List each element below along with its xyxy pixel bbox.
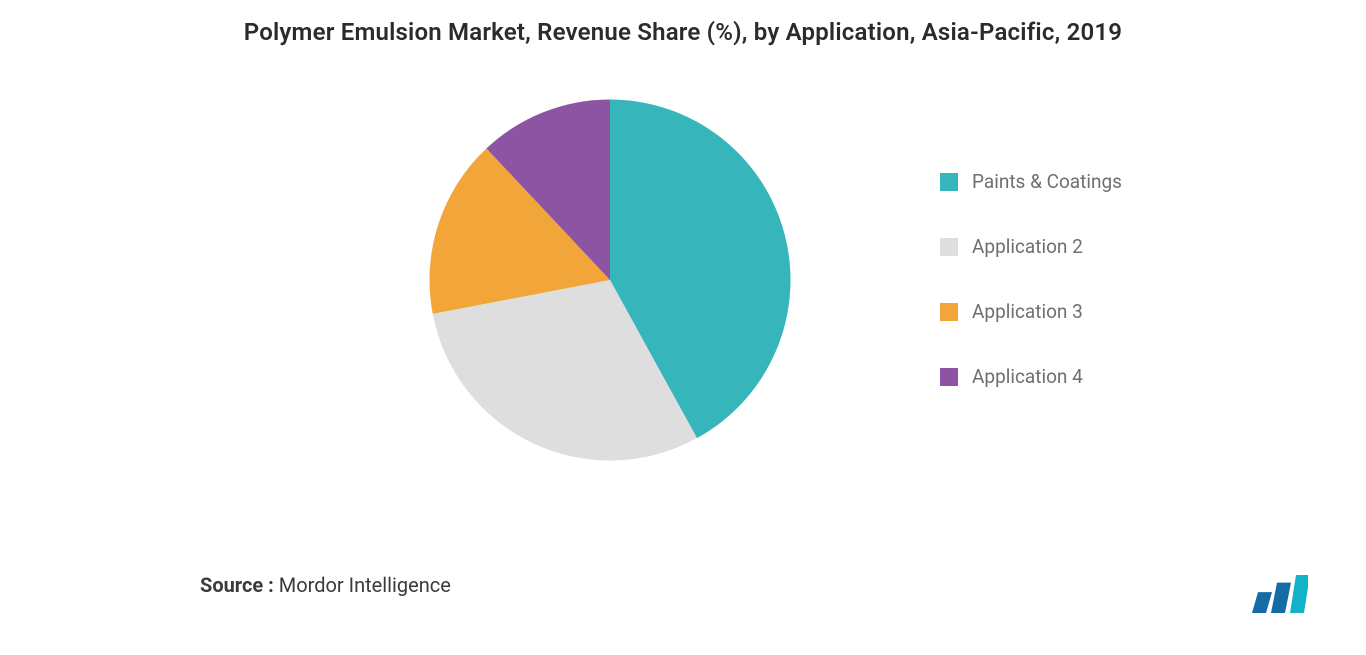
legend-item: Paints & Coatings bbox=[940, 170, 1122, 193]
source-value: Mordor Intelligence bbox=[279, 573, 451, 597]
pie-chart bbox=[420, 90, 800, 470]
logo-bar bbox=[1290, 575, 1308, 613]
pie-svg bbox=[420, 90, 800, 470]
source-label: Source : bbox=[200, 573, 274, 597]
legend: Paints & Coatings Application 2 Applicatio… bbox=[940, 170, 1122, 388]
legend-item: Application 4 bbox=[940, 365, 1122, 388]
legend-label: Application 3 bbox=[972, 300, 1083, 323]
brand-logo-svg bbox=[1236, 569, 1308, 613]
brand-logo bbox=[1236, 569, 1308, 613]
logo-bar bbox=[1271, 583, 1291, 613]
legend-item: Application 2 bbox=[940, 235, 1122, 258]
legend-item: Application 3 bbox=[940, 300, 1122, 323]
logo-bar bbox=[1252, 592, 1272, 613]
legend-swatch bbox=[940, 368, 958, 386]
legend-label: Application 2 bbox=[972, 235, 1083, 258]
legend-label: Application 4 bbox=[972, 365, 1083, 388]
legend-swatch bbox=[940, 303, 958, 321]
legend-swatch bbox=[940, 173, 958, 191]
legend-label: Paints & Coatings bbox=[972, 170, 1122, 193]
source-line: Source : Mordor Intelligence bbox=[200, 573, 451, 597]
chart-title: Polymer Emulsion Market, Revenue Share (… bbox=[0, 0, 1366, 46]
legend-swatch bbox=[940, 238, 958, 256]
chart-area: Paints & Coatings Application 2 Applicatio… bbox=[0, 80, 1366, 530]
